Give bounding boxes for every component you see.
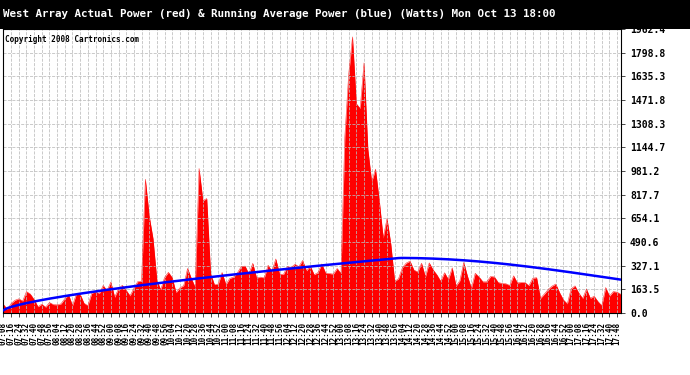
Text: West Array Actual Power (red) & Running Average Power (blue) (Watts) Mon Oct 13 : West Array Actual Power (red) & Running … — [3, 9, 556, 20]
Text: Copyright 2008 Cartronics.com: Copyright 2008 Cartronics.com — [5, 34, 139, 44]
